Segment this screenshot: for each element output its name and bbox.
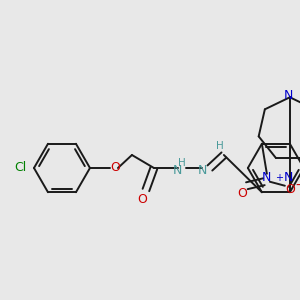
Text: H: H (178, 158, 186, 168)
Text: N: N (173, 164, 183, 178)
Text: -: - (296, 179, 300, 193)
Text: N: N (284, 89, 293, 102)
Text: N: N (262, 171, 272, 184)
Text: O: O (110, 161, 120, 175)
Text: N: N (284, 171, 293, 184)
Text: O: O (285, 183, 295, 196)
Text: H: H (216, 141, 224, 151)
Text: O: O (237, 187, 247, 200)
Text: Cl: Cl (14, 161, 26, 175)
Text: +: + (275, 173, 283, 183)
Text: O: O (137, 194, 147, 206)
Text: N: N (198, 164, 208, 178)
